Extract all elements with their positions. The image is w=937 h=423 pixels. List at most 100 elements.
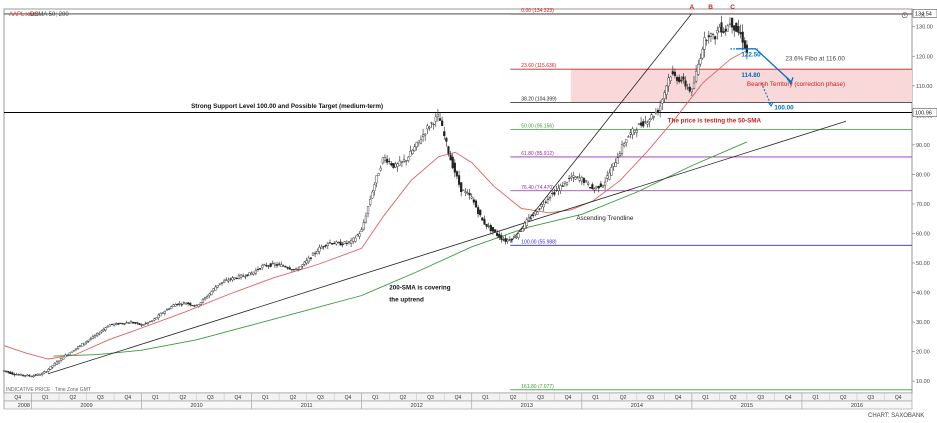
candle-130 <box>278 261 281 267</box>
candle-15 <box>34 373 37 377</box>
candle-body-169 <box>360 229 363 232</box>
candle-250 <box>532 212 535 219</box>
candle-body-150 <box>320 246 323 249</box>
candle-body-200 <box>426 125 429 130</box>
candle-127 <box>271 260 274 265</box>
candle-212 <box>451 153 454 170</box>
candle-body-73 <box>157 314 160 319</box>
candle-53 <box>115 322 118 326</box>
candle-body-32 <box>70 351 73 353</box>
candle-184 <box>392 163 395 169</box>
candle-24 <box>53 362 56 367</box>
indicator-label[interactable]: DSMA 50; 200 <box>30 12 69 18</box>
candle-body-329 <box>699 58 702 65</box>
projection-arrowhead-2 <box>767 101 774 107</box>
year-label-1: 2009 <box>80 403 92 409</box>
candle-body-54 <box>117 323 120 325</box>
candle-348 <box>739 24 742 39</box>
candle-173 <box>369 195 372 207</box>
candle-31 <box>68 352 71 356</box>
candle-280 <box>595 185 598 190</box>
candle-123 <box>263 263 266 266</box>
candle-136 <box>290 269 293 272</box>
candle-115 <box>246 274 249 277</box>
candle-37 <box>81 343 84 347</box>
candle-191 <box>407 155 410 163</box>
candle-body-13 <box>30 376 33 378</box>
candle-225 <box>479 209 482 217</box>
candle-251 <box>534 209 537 217</box>
candle-93 <box>199 302 202 306</box>
candle-body-76 <box>163 311 166 314</box>
quarter-label-23: Q3 <box>647 395 654 401</box>
candle-318 <box>675 75 679 85</box>
symbol-label[interactable]: AAPL:xnas <box>9 12 39 18</box>
candle-317 <box>673 68 677 79</box>
candle-body-250 <box>532 215 535 217</box>
candle-26 <box>57 359 61 365</box>
projection-path <box>735 48 792 82</box>
candle-90 <box>193 304 196 308</box>
fib-level-label-6: 100.00 (55.988) <box>521 239 557 245</box>
candle-body-255 <box>542 203 545 208</box>
candle-116 <box>248 272 251 276</box>
candle-165 <box>352 237 355 245</box>
candle-334 <box>709 32 713 42</box>
candle-body-312 <box>663 92 666 99</box>
candle-body-185 <box>394 163 397 168</box>
candle-283 <box>601 184 605 188</box>
candle-body-140 <box>299 266 302 270</box>
fib-level-label-2: 38.20 (104.399) <box>521 96 557 102</box>
candle-249 <box>529 214 533 221</box>
candle-45 <box>98 331 101 336</box>
candle-body-43 <box>93 335 97 338</box>
year-label-2: 2010 <box>190 403 202 409</box>
candle-body-223 <box>474 200 478 208</box>
candle-body-70 <box>151 320 154 322</box>
candle-body-142 <box>303 261 306 265</box>
candle-209 <box>445 136 448 147</box>
candle-142 <box>303 260 306 267</box>
candle-body-328 <box>697 64 700 75</box>
settings-button[interactable]: ⊙ <box>901 10 909 20</box>
candle-body-208 <box>443 131 446 137</box>
candle-body-64 <box>138 323 141 325</box>
candle-body-2 <box>7 371 10 373</box>
y-axis: 10.00 20.00 30.00 40.00 50.00 60.00 70.00 80.00… <box>912 9 937 385</box>
candle-171 <box>364 212 368 224</box>
quarter-label-24: Q4 <box>675 395 682 401</box>
candle-343 <box>728 17 732 28</box>
candle-body-245 <box>521 228 524 232</box>
candle-151 <box>322 245 325 250</box>
candle-body-217 <box>462 189 465 191</box>
candle-body-213 <box>453 162 456 173</box>
candle-347 <box>737 19 740 36</box>
quarter-label-7: Q3 <box>207 395 214 401</box>
candle-body-156 <box>333 242 336 245</box>
candle-273 <box>580 175 583 185</box>
candle-3 <box>9 371 12 375</box>
candle-body-19 <box>43 371 46 374</box>
candle-205 <box>436 109 439 122</box>
close-button[interactable]: × <box>920 10 925 20</box>
candle-body-343 <box>728 23 732 25</box>
candle-58 <box>125 320 128 324</box>
candle-body-178 <box>379 167 382 171</box>
candle-333 <box>707 31 710 44</box>
candle-81 <box>174 303 177 307</box>
candle-14 <box>32 374 35 378</box>
candle-body-308 <box>654 111 657 114</box>
candle-186 <box>396 162 399 172</box>
candle-body-119 <box>254 270 257 274</box>
candle-27 <box>60 357 63 362</box>
candle-body-283 <box>601 185 605 188</box>
candle-body-188 <box>400 161 404 163</box>
quarter-label-27: Q3 <box>757 395 764 401</box>
candle-7 <box>17 373 20 376</box>
candle-281 <box>597 185 600 193</box>
candle-body-170 <box>362 222 365 230</box>
candle-body-237 <box>504 238 507 242</box>
candle-body-284 <box>604 181 607 186</box>
candle-155 <box>330 242 334 245</box>
candle-94 <box>201 298 205 304</box>
